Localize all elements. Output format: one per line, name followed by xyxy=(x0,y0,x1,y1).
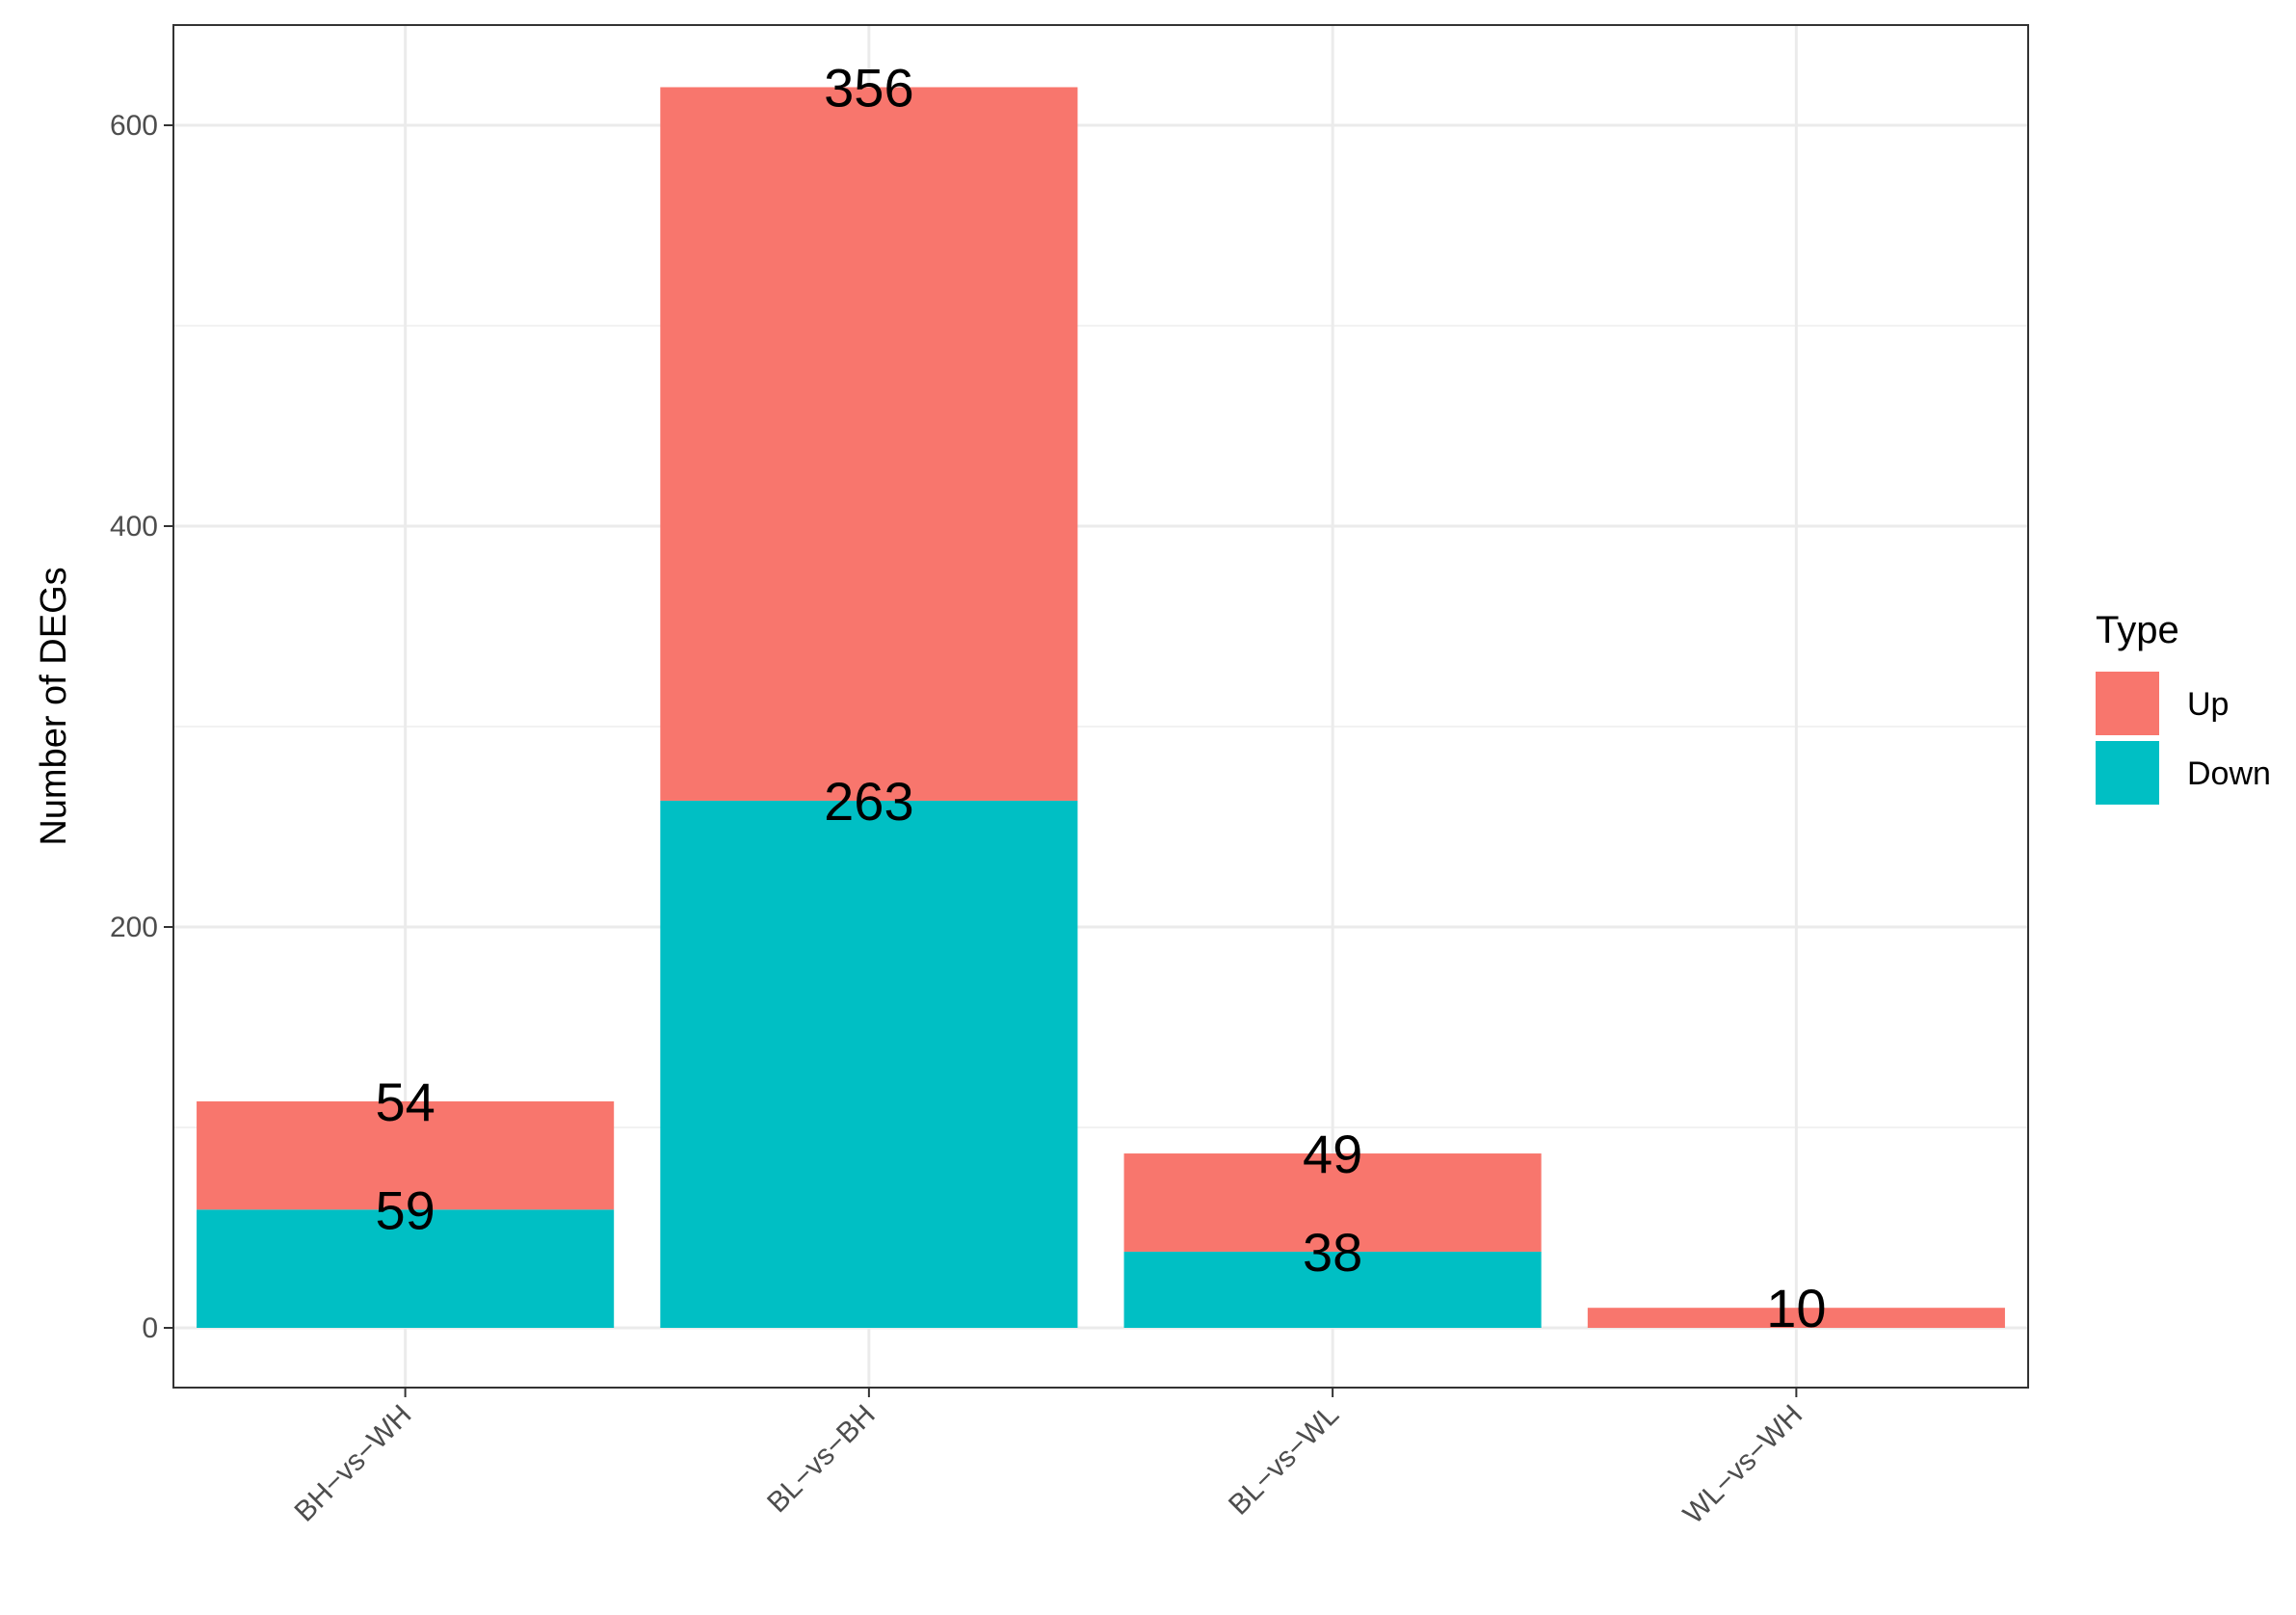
legend-key-down xyxy=(2096,741,2159,805)
data-label-up: 356 xyxy=(824,57,913,118)
legend-label-up: Up xyxy=(2187,686,2229,723)
data-label-up: 54 xyxy=(375,1072,435,1132)
bar-down xyxy=(1123,1251,1542,1328)
bar-up xyxy=(1587,1308,2005,1328)
data-label-up: 10 xyxy=(1766,1278,1826,1338)
bar-up xyxy=(660,87,1078,801)
plot-panel-border xyxy=(172,24,2029,1389)
y-tick-label: 200 xyxy=(110,912,158,943)
legend-key-up xyxy=(2096,672,2159,735)
data-labels: 54 59 356 263 49 38 10 xyxy=(375,57,1826,1338)
y-axis: 0 200 400 600 xyxy=(110,110,173,1344)
bar-down xyxy=(660,800,1078,1328)
y-tick-label: 400 xyxy=(110,511,158,543)
bar-up xyxy=(197,1100,615,1210)
data-label-down: 59 xyxy=(375,1179,435,1240)
y-tick-label: 600 xyxy=(110,110,158,142)
bar-up xyxy=(1123,1153,1542,1252)
data-label-down: 38 xyxy=(1303,1222,1362,1283)
data-label-down: 263 xyxy=(824,771,913,832)
legend-label-down: Down xyxy=(2187,755,2271,792)
legend: Type Up Down xyxy=(2096,609,2271,805)
data-label-up: 49 xyxy=(1303,1124,1362,1184)
y-tick-label: 0 xyxy=(142,1312,158,1344)
legend-title: Type xyxy=(2096,609,2179,651)
y-axis-title: Number of DEGs xyxy=(34,567,74,845)
bar-down xyxy=(197,1209,615,1328)
bars xyxy=(197,87,2005,1328)
